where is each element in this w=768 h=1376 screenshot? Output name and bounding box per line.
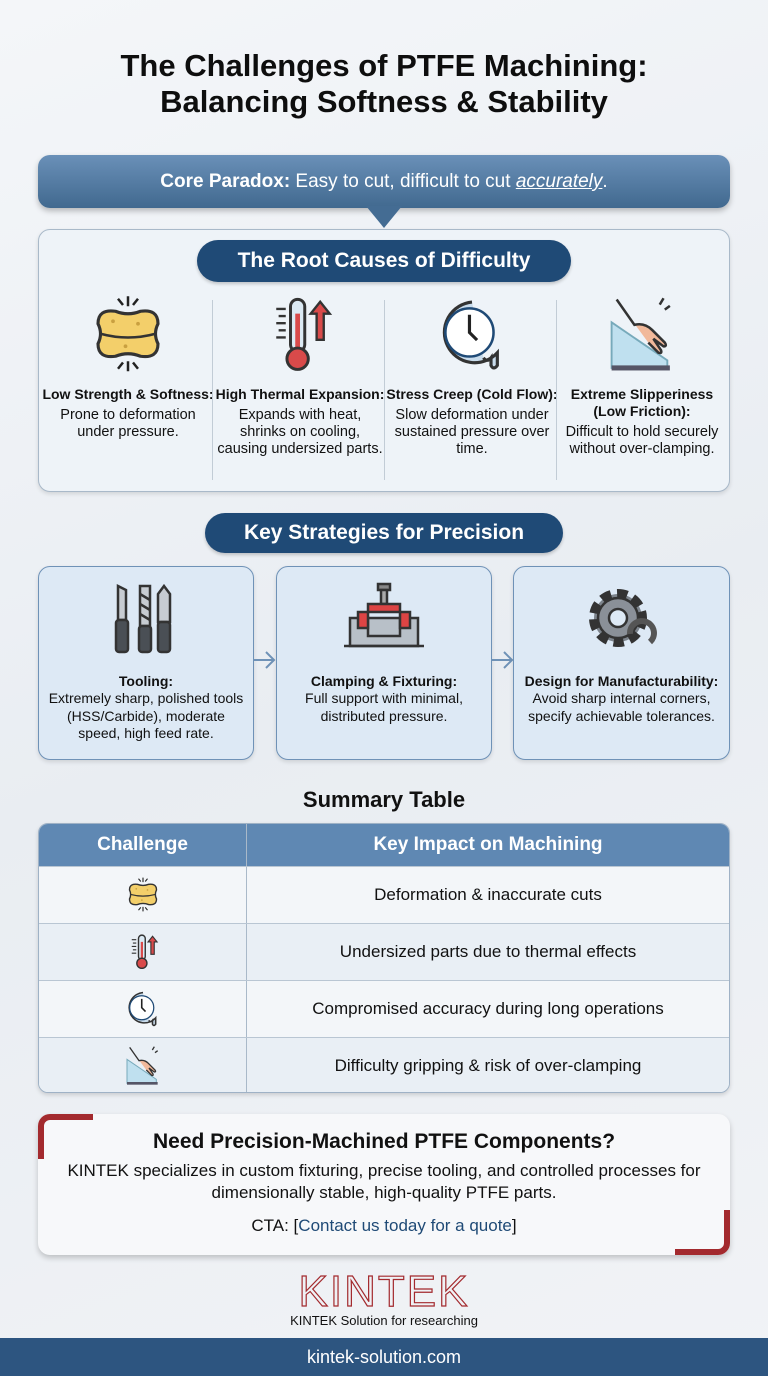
thermometer-icon	[214, 290, 386, 380]
divider	[556, 300, 557, 480]
arrow-right-icon	[254, 651, 276, 669]
paradox-emphasis: accurately	[515, 171, 603, 192]
red-corner-accent	[675, 1210, 730, 1255]
cause-title: Low Strength & Softness:	[42, 386, 214, 402]
strategies-heading: Key Strategies for Precision	[205, 513, 563, 553]
root-cause-stress-creep: Stress Creep (Cold Flow): Slow deformatio…	[386, 290, 558, 458]
cta-close: ]	[511, 1216, 517, 1235]
root-cause-low-strength: Low Strength & Softness: Prone to deforma…	[42, 290, 214, 441]
cause-title: Extreme Slipperiness (Low Friction):	[570, 386, 714, 419]
footer-website[interactable]: kintek-solution.com	[0, 1338, 768, 1376]
cta-line: CTA: [Contact us today for a quote]	[38, 1216, 730, 1236]
strategy-title: Tooling:	[118, 673, 174, 689]
summary-title: Summary Table	[302, 787, 466, 812]
strategy-title: Clamping & Fixturing:	[310, 673, 458, 689]
title-line-2: Balancing Softness & Stability	[160, 84, 608, 119]
paradox-end: .	[602, 171, 608, 192]
cause-desc: Prone to deformation under pressure.	[60, 407, 196, 440]
melting-clock-icon	[386, 290, 558, 380]
strategy-clamping: Clamping & Fixturing: Full support with m…	[276, 566, 492, 760]
impact-cell: Deformation & inaccurate cuts	[374, 885, 602, 904]
header-challenge: Challenge	[39, 824, 247, 866]
cta-heading: Need Precision-Machined PTFE Components?	[152, 1130, 616, 1153]
cta-panel: Need Precision-Machined PTFE Components?…	[38, 1114, 730, 1255]
summary-table: Challenge Key Impact on Machining Deforma…	[38, 823, 730, 1093]
slipping-hand-icon	[39, 1038, 247, 1092]
root-causes-heading: The Root Causes of Difficulty	[197, 240, 571, 282]
tagline: KINTEK Solution for researching	[290, 1313, 478, 1328]
page-title: The Challenges of PTFE Machining: Balanci…	[0, 48, 768, 120]
table-row: Compromised accuracy during long operati…	[39, 980, 729, 1037]
banner-pointer	[366, 206, 402, 228]
divider	[384, 300, 385, 480]
cutting-tools-icon	[39, 579, 253, 659]
root-cause-slipperiness: Extreme Slipperiness (Low Friction): Diff…	[556, 290, 728, 458]
slipping-hand-icon	[556, 290, 728, 380]
root-cause-thermal-expansion: High Thermal Expansion: Expands with heat…	[214, 290, 386, 458]
title-line-1: The Challenges of PTFE Machining:	[120, 48, 648, 83]
cause-desc: Slow deformation under sustained pressur…	[394, 407, 550, 457]
divider	[212, 300, 213, 480]
strategy-desc: Avoid sharp internal corners, specify ac…	[528, 690, 715, 724]
cause-title: High Thermal Expansion:	[215, 386, 385, 402]
cause-desc: Expands with heat, shrinks on cooling, c…	[217, 407, 383, 457]
cta-body: KINTEK specializes in custom fixturing, …	[67, 1161, 701, 1202]
strategy-desc: Extremely sharp, polished tools (HSS/Car…	[48, 690, 244, 741]
thermometer-icon	[39, 924, 247, 980]
impact-cell: Undersized parts due to thermal effects	[339, 942, 637, 961]
clamp-fixture-icon	[277, 579, 491, 659]
kintek-logo: KINTEK	[0, 1266, 768, 1317]
contact-link[interactable]: Contact us today for a quote	[298, 1216, 512, 1235]
table-header: Challenge Key Impact on Machining	[39, 824, 729, 866]
core-paradox-banner: Core Paradox: Easy to cut, difficult to …	[38, 155, 730, 208]
header-impact: Key Impact on Machining	[373, 834, 603, 855]
gear-icon	[514, 579, 729, 659]
impact-cell: Difficulty gripping & risk of over-clamp…	[334, 1056, 642, 1075]
cause-title: Stress Creep (Cold Flow):	[386, 386, 558, 402]
arrow-right-icon	[492, 651, 514, 669]
cta-label: CTA: [	[251, 1216, 299, 1235]
impact-cell: Compromised accuracy during long operati…	[312, 999, 664, 1018]
sponge-icon	[42, 290, 214, 380]
table-row: Undersized parts due to thermal effects	[39, 923, 729, 980]
red-corner-accent	[38, 1114, 93, 1159]
paradox-label: Core Paradox:	[160, 171, 291, 192]
table-row: Difficulty gripping & risk of over-clamp…	[39, 1037, 729, 1092]
logo-text: KINTEK	[299, 1268, 470, 1312]
cause-desc: Difficult to hold securely without over-…	[565, 424, 719, 457]
strategy-title: Design for Manufacturability:	[524, 673, 719, 689]
strategy-dfm: Design for Manufacturability: Avoid sharp…	[513, 566, 730, 760]
melting-clock-icon	[39, 981, 247, 1037]
table-row: Deformation & inaccurate cuts	[39, 866, 729, 923]
sponge-icon	[39, 867, 247, 923]
paradox-text: Easy to cut, difficult to cut	[290, 171, 516, 192]
strategy-tooling: Tooling: Extremely sharp, polished tools …	[38, 566, 254, 760]
strategy-desc: Full support with minimal, distributed p…	[305, 690, 463, 724]
